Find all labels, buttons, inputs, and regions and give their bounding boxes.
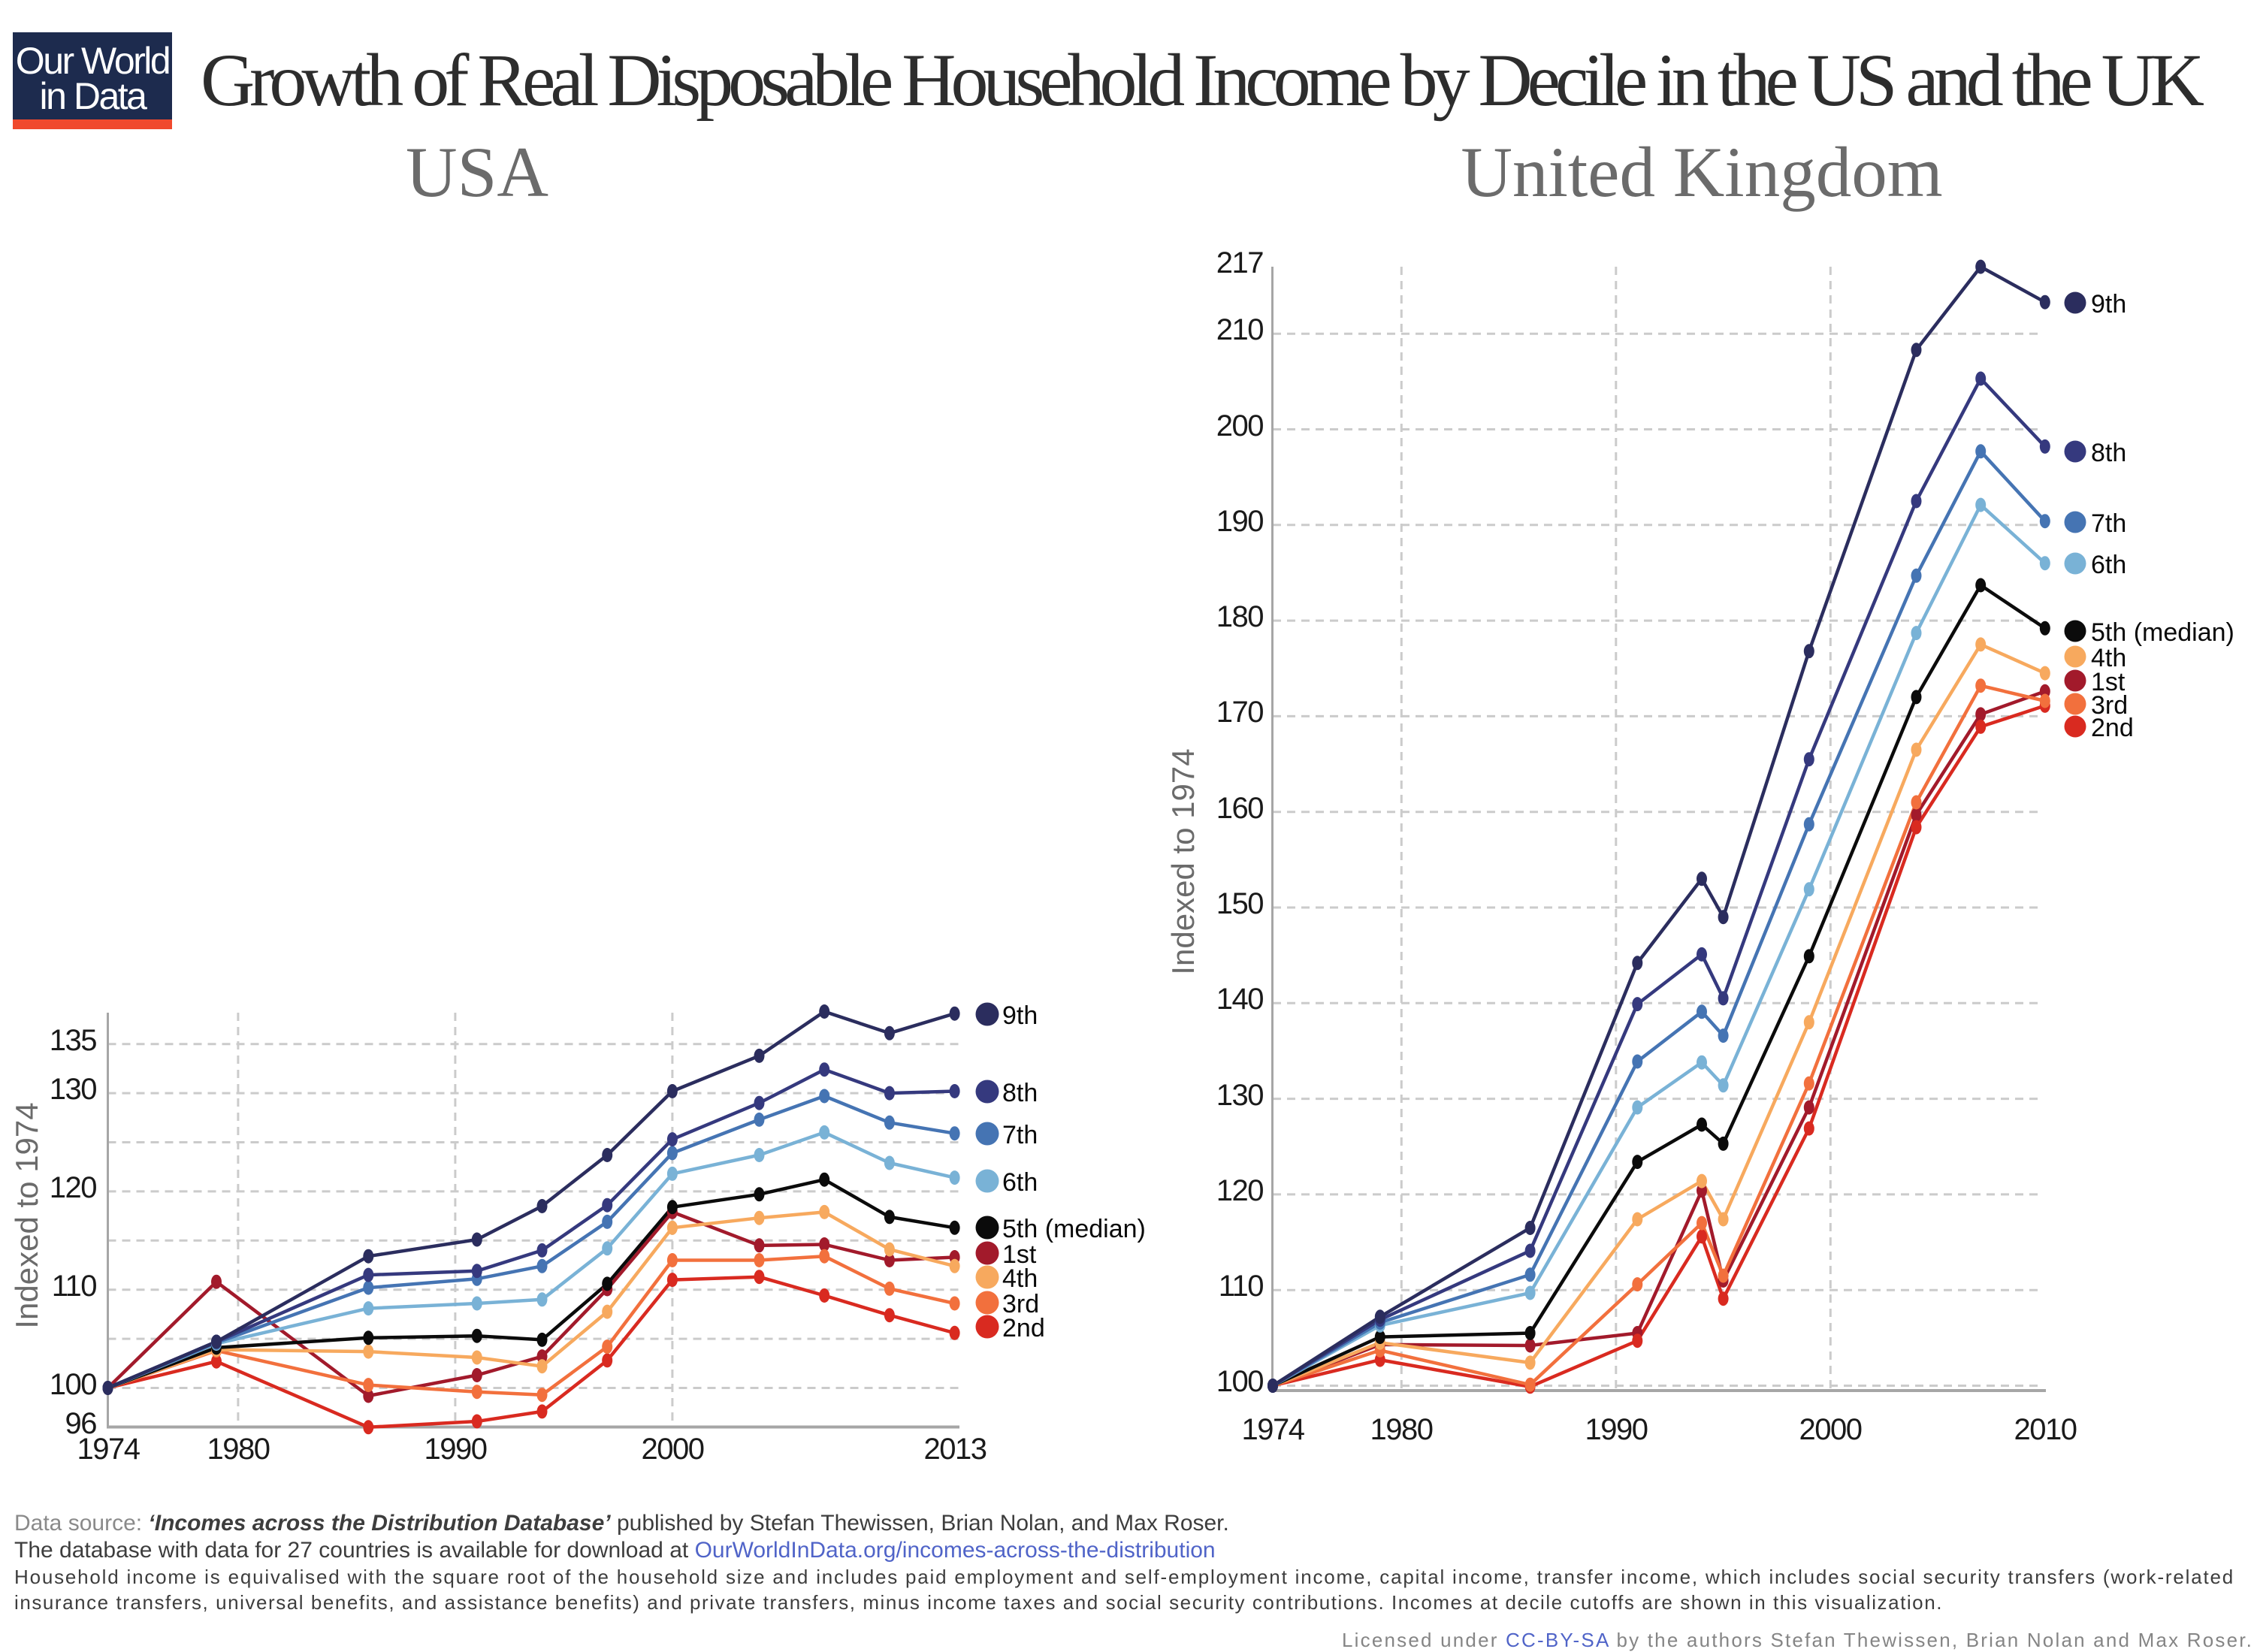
svg-text:1974: 1974: [1242, 1413, 1305, 1446]
svg-text:100: 100: [50, 1368, 96, 1401]
svg-text:110: 110: [52, 1270, 97, 1303]
svg-text:135: 135: [50, 1024, 96, 1057]
svg-text:210: 210: [1216, 313, 1263, 346]
svg-text:1st: 1st: [2091, 668, 2126, 696]
svg-text:7th: 7th: [1002, 1121, 1038, 1149]
svg-text:Data source: ‘Incomes across t: Data source: ‘Incomes across the Distrib…: [14, 1511, 1229, 1536]
svg-text:3rd: 3rd: [2091, 691, 2128, 720]
svg-text:120: 120: [50, 1171, 96, 1204]
svg-text:1990: 1990: [1585, 1413, 1648, 1446]
svg-text:Our World: Our World: [16, 40, 169, 82]
svg-text:5th (median): 5th (median): [1002, 1215, 1146, 1243]
svg-text:2013: 2013: [924, 1433, 987, 1466]
svg-text:Growth of Real Disposable Hous: Growth of Real Disposable Household Inco…: [201, 38, 2204, 122]
svg-text:3rd: 3rd: [1002, 1290, 1039, 1318]
svg-text:2000: 2000: [642, 1433, 704, 1466]
svg-text:8th: 8th: [1002, 1079, 1038, 1107]
svg-text:2010: 2010: [2014, 1413, 2077, 1446]
svg-text:1st: 1st: [1002, 1240, 1037, 1269]
svg-text:4th: 4th: [2091, 644, 2126, 672]
svg-text:in Data: in Data: [40, 75, 148, 117]
svg-text:130: 130: [50, 1073, 96, 1106]
svg-text:insurance transfers, universal: insurance transfers, universal benefits,…: [14, 1591, 1943, 1614]
svg-text:9th: 9th: [2091, 290, 2126, 319]
svg-text:180: 180: [1216, 600, 1263, 633]
svg-text:1980: 1980: [1370, 1413, 1433, 1446]
svg-text:140: 140: [1216, 983, 1263, 1016]
svg-text:190: 190: [1216, 505, 1263, 538]
svg-text:6th: 6th: [1002, 1168, 1038, 1197]
svg-text:Household income is equivalise: Household income is equivalised with the…: [14, 1566, 2234, 1588]
svg-text:170: 170: [1216, 696, 1263, 729]
svg-text:217: 217: [1216, 246, 1263, 279]
svg-text:USA: USA: [406, 132, 548, 212]
svg-text:1990: 1990: [425, 1433, 487, 1466]
svg-text:2nd: 2nd: [2091, 714, 2134, 742]
svg-text:The database with data for 27: The database with data for 27 countries …: [14, 1538, 1216, 1563]
svg-text:9th: 9th: [1002, 1001, 1038, 1030]
svg-text:United Kingdom: United Kingdom: [1461, 132, 1942, 212]
svg-text:4th: 4th: [1002, 1264, 1038, 1293]
svg-text:5th (median): 5th (median): [2091, 618, 2234, 647]
svg-text:1974: 1974: [77, 1433, 140, 1466]
svg-text:1980: 1980: [207, 1433, 270, 1466]
svg-text:160: 160: [1216, 792, 1263, 825]
svg-text:6th: 6th: [2091, 551, 2126, 579]
svg-text:200: 200: [1216, 409, 1263, 442]
svg-text:2000: 2000: [1799, 1413, 1862, 1446]
svg-text:Indexed to 1974: Indexed to 1974: [9, 1102, 44, 1328]
svg-text:130: 130: [1216, 1079, 1263, 1112]
svg-text:100: 100: [1216, 1365, 1263, 1398]
svg-text:Indexed to 1974: Indexed to 1974: [1165, 748, 1201, 974]
svg-text:110: 110: [1219, 1270, 1264, 1303]
svg-text:Licensed under CC-BY-SA by the: Licensed under CC-BY-SA by the authors S…: [1342, 1629, 2253, 1651]
svg-text:150: 150: [1216, 887, 1263, 920]
svg-text:120: 120: [1216, 1174, 1263, 1207]
svg-text:96: 96: [65, 1407, 97, 1440]
svg-text:8th: 8th: [2091, 439, 2126, 467]
svg-text:7th: 7th: [2091, 509, 2126, 538]
svg-text:2nd: 2nd: [1002, 1314, 1045, 1342]
